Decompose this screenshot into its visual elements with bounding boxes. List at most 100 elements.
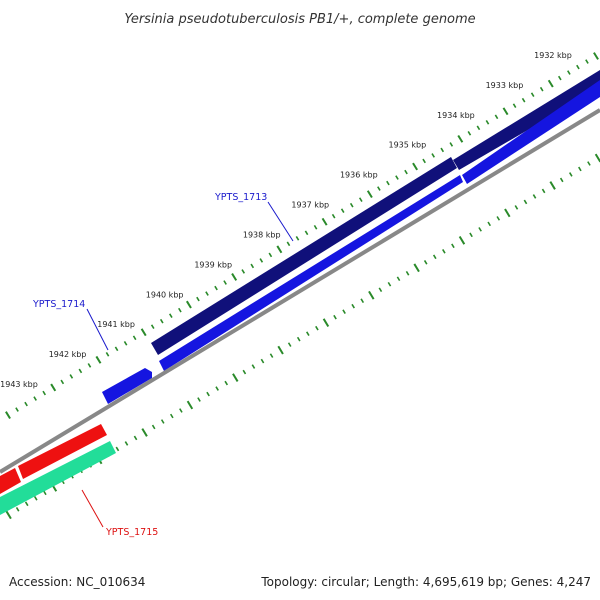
ruler-tick — [269, 353, 274, 358]
ruler-tick — [250, 263, 255, 269]
ruler-tick — [276, 245, 283, 254]
ruler-tick — [5, 411, 11, 420]
ruler-tick — [15, 507, 20, 512]
ruler-tick — [568, 172, 573, 177]
ruler-tick — [105, 352, 110, 357]
ruler-tick — [587, 161, 591, 166]
ruler-tick — [196, 296, 200, 302]
ruler-tick — [224, 380, 229, 386]
ruler-tick — [322, 318, 330, 328]
ruler-tick — [351, 303, 355, 309]
ruler-tick — [458, 235, 466, 245]
ruler-tick — [502, 107, 509, 116]
ruler-tick — [423, 260, 428, 265]
ruler-tick — [33, 396, 37, 401]
ruler-tick — [313, 224, 318, 230]
ruler-tick — [315, 325, 319, 331]
ruler-tick — [24, 401, 28, 407]
ruler-tick — [349, 202, 354, 208]
ruler-tick — [124, 441, 129, 446]
ruler-tick — [395, 175, 399, 180]
genome-summary-text: Topology: circular; Length: 4,695,619 bp… — [260, 575, 591, 589]
ruler-tick — [432, 254, 437, 260]
forward-feature-segment — [151, 157, 457, 355]
ruler-tick — [530, 92, 535, 97]
tick-label: 1942 kbp — [49, 350, 87, 359]
ruler-tick — [287, 342, 292, 347]
tick-label: 1936 kbp — [340, 171, 378, 180]
ruler-tick — [442, 249, 446, 254]
ruler-tick — [457, 134, 464, 143]
ruler-tick — [87, 363, 92, 368]
ruler-tick — [504, 208, 511, 218]
ruler-tick — [342, 309, 346, 314]
ruler-tick — [514, 205, 519, 210]
accession-text: Accession: NC_010634 — [9, 575, 145, 589]
ruler-tick — [593, 52, 599, 60]
svg-text:YPTS_1715: YPTS_1715 — [105, 527, 158, 538]
ruler-tick — [378, 287, 383, 293]
ruler-tick — [43, 490, 47, 496]
ruler-tick — [296, 336, 301, 342]
ruler-tick — [331, 213, 336, 219]
ruler-tick — [340, 208, 345, 213]
ruler-tick — [467, 131, 472, 136]
ruler-tick — [114, 346, 119, 352]
ruler-tick — [368, 290, 375, 300]
ruler-tick — [5, 510, 12, 520]
map-title: Yersinia pseudotuberculosis PB1/+, compl… — [124, 12, 475, 27]
ruler-tick — [487, 221, 492, 227]
ruler-tick — [333, 314, 337, 320]
ruler-tick — [366, 190, 373, 199]
ruler-tick — [521, 97, 526, 103]
ruler-tick — [386, 180, 390, 186]
ruler-tick — [223, 280, 227, 285]
ruler-tick — [567, 70, 571, 75]
ruler-tick — [404, 169, 408, 175]
ruler-tick — [42, 390, 47, 396]
reverse-strand-track — [102, 80, 600, 404]
ruler-tick — [539, 86, 544, 92]
ruler-tick — [123, 341, 128, 346]
ruler-tick — [140, 328, 147, 337]
ruler-tick — [485, 120, 490, 125]
tick-label: 1932 kbp — [534, 51, 572, 60]
ruler-tick — [321, 217, 328, 226]
ruler-tick — [295, 236, 300, 241]
svg-text:YPTS_1713: YPTS_1713 — [214, 192, 267, 203]
ruler-tick — [478, 227, 482, 232]
gene-feature-ypts-1713 — [462, 80, 600, 184]
ruler-tick — [132, 335, 137, 341]
ruler-tick — [242, 369, 247, 375]
ruler-tick — [115, 446, 120, 452]
ruler-tick — [541, 188, 546, 194]
ruler-tick — [168, 313, 173, 318]
ruler-tick — [358, 197, 363, 202]
ruler-tick — [60, 379, 65, 385]
ruler-tick — [523, 199, 528, 205]
tick-labels: 1932 kbp 1933 kbp 1934 kbp 1935 kbp 1936 kbp… — [0, 51, 572, 389]
ruler-tick — [306, 331, 310, 336]
ruler-tick — [360, 298, 365, 304]
ruler-tick — [141, 428, 148, 437]
tick-label: 1943 kbp — [0, 380, 38, 389]
ruler-tick — [576, 64, 580, 70]
ruler-tick — [268, 252, 273, 258]
ruler-tick — [159, 318, 164, 324]
ruler-tick — [251, 364, 256, 369]
ruler-tick — [186, 400, 194, 410]
gene-feature-ypts-1713 — [159, 175, 463, 371]
ruler-tick — [133, 435, 138, 441]
ruler-tick — [469, 232, 473, 238]
ruler-tick — [24, 501, 29, 507]
ruler-tick — [559, 177, 564, 183]
ruler-tick — [451, 243, 455, 249]
ruler-tick — [197, 397, 201, 402]
ruler-tick — [260, 358, 265, 364]
rna-feature — [0, 441, 116, 515]
gene-feature-ypts-1715 — [0, 468, 21, 494]
ruler-tick — [15, 407, 19, 412]
ruler-tick — [160, 419, 165, 424]
ruler-tick — [277, 345, 284, 355]
